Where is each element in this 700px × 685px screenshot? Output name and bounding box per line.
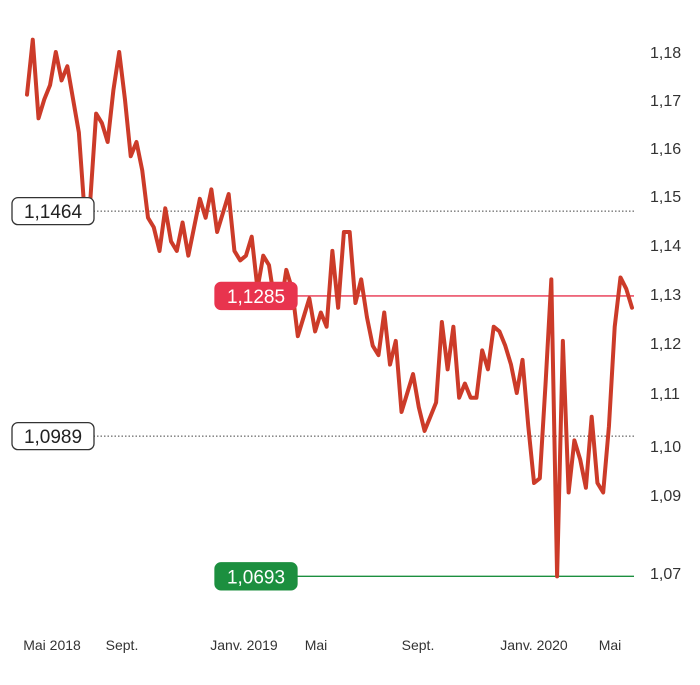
reference-badge-label: 1,1285 (227, 287, 285, 308)
reference-lines (90, 210, 634, 578)
reference-badge-box (214, 281, 298, 311)
y-tick-label: 1,17 (650, 93, 681, 110)
x-tick-label: Mai (305, 637, 328, 653)
y-tick-label: 1,09 (650, 488, 681, 505)
x-tick-label: Mai (599, 637, 622, 653)
reference-badge-4: 1,0693 (214, 562, 298, 591)
x-axis-ticks: Mai 2018 Sept. Janv. 2019 Mai Sept. Janv. 202… (23, 637, 621, 653)
reference-badge-box (214, 562, 298, 591)
x-tick-label: Sept. (402, 637, 435, 653)
reference-badge-label: 1,0693 (227, 567, 285, 588)
y-axis-ticks: 1,18 1,17 1,16 1,15 1,14 1,13 1,12 1,11 1,10 1,09… (650, 45, 681, 583)
reference-badge-label: 1,0989 (24, 427, 82, 448)
x-tick-label: Janv. 2020 (500, 637, 568, 653)
y-tick-label: 1,10 (650, 439, 681, 456)
x-tick-label: Mai 2018 (23, 637, 81, 653)
reference-badge-1: 1,1464 (11, 196, 95, 226)
reference-badges: 1,1464 1,1285 1,0989 1,0693 (11, 196, 298, 591)
reference-badge-2: 1,1285 (214, 281, 298, 311)
y-tick-label: 1,07 (650, 566, 681, 583)
reference-badge-label: 1,1464 (24, 202, 83, 223)
reference-badge-box (11, 421, 95, 451)
series-layer (25, 37, 634, 579)
y-tick-label: 1,15 (650, 189, 681, 206)
y-tick-label: 1,13 (650, 287, 681, 304)
y-tick-label: 1,14 (650, 238, 681, 255)
y-tick-label: 1,11 (650, 386, 680, 403)
reference-badge-3: 1,0989 (11, 421, 95, 451)
y-tick-label: 1,18 (650, 45, 681, 62)
series-line-1 (25, 37, 634, 579)
x-tick-label: Janv. 2019 (210, 637, 278, 653)
y-tick-label: 1,16 (650, 141, 681, 158)
y-tick-label: 1,12 (650, 336, 681, 353)
x-tick-label: Sept. (106, 637, 139, 653)
reference-badge-box (11, 196, 95, 226)
